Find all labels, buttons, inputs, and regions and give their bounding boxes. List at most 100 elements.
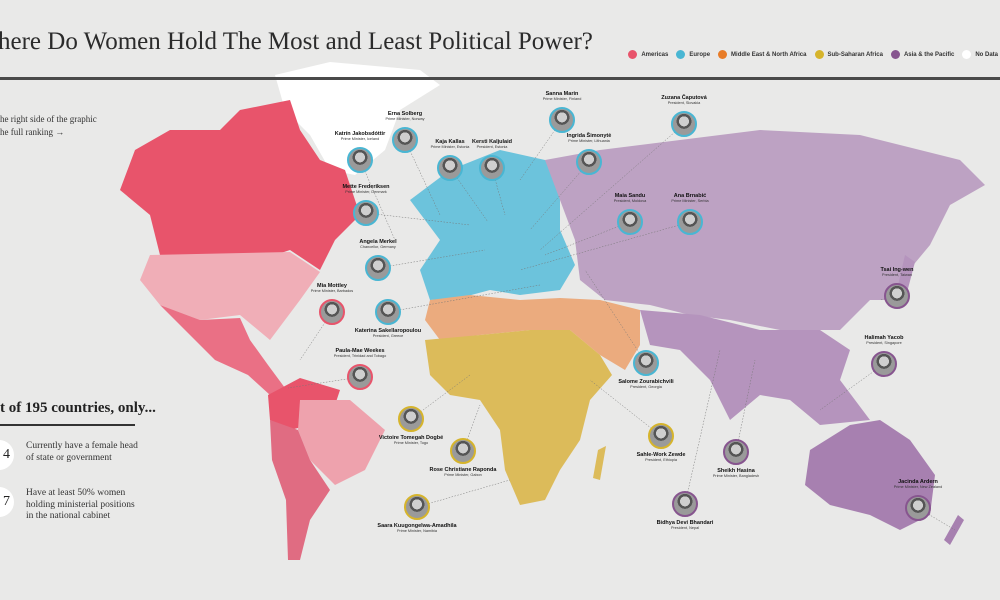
leader-name: Tsai Ing-wen: [880, 267, 914, 273]
stat-female-head: 4 Currently have a female head of state o…: [0, 440, 138, 470]
leader-label: Sahle-Work Zewde President, Ethiopia: [601, 452, 721, 462]
leader-label: Paula-Mae Weekes President, Trinidad and …: [300, 348, 420, 358]
leader-name: Sanna Marin: [545, 91, 579, 97]
stats-heading: t of 195 countries, only...: [0, 400, 156, 416]
leader-label: Saara Kuugongelwa-Amadhila Prime Minister…: [357, 523, 477, 533]
sub-saharan-africa: [425, 330, 612, 505]
leader-name: Paula-Mae Weekes: [335, 348, 385, 354]
leader-connector: [544, 221, 631, 256]
leader-connector: [684, 349, 721, 505]
leader-label: Zuzana Čaputová President, Slovakia: [624, 95, 744, 105]
leader-role: President, Ethiopia: [645, 458, 677, 462]
legend-swatch: [628, 50, 638, 59]
leader-label: Mette Frederiksen Prime Minister, Denmark: [306, 184, 426, 194]
leader-connector: [377, 249, 486, 269]
leader-portrait: [576, 149, 602, 175]
title-divider: [0, 77, 1000, 80]
leader-portrait: [723, 439, 749, 465]
leader-role: President, Greece: [372, 334, 404, 338]
leader-label: Ana Brnabić Prime Minister, Serbia: [630, 193, 750, 203]
leader-portrait: [319, 299, 345, 325]
page-title: here Do Women Hold The Most and Least Po…: [0, 28, 593, 55]
leader-portrait: [672, 491, 698, 517]
legend-item: Sub-Saharan Africa: [814, 50, 883, 59]
leader-name: Maia Sandu: [614, 193, 646, 199]
south-asia-se-asia: [640, 310, 870, 425]
madagascar: [593, 446, 606, 480]
legend-swatch: [814, 50, 824, 59]
leader-label: Katrín Jakobsdóttir Prime Minister, Icela…: [300, 131, 420, 141]
mena: [425, 295, 640, 370]
leader-portrait: [671, 111, 697, 137]
leader-name: Ana Brnabić: [673, 193, 707, 199]
leader-role: Prime Minister, Estonia: [430, 145, 470, 149]
legend-swatch: [676, 50, 686, 59]
leader-role: Prime Minister, Finland: [542, 97, 582, 101]
usa: [140, 252, 320, 340]
leader-connector: [735, 359, 756, 453]
leader-name: Sheikh Hasina: [717, 468, 755, 474]
legend-item: Middle East & North Africa: [718, 50, 807, 59]
leader-role: Prime Minister, New Zealand: [893, 485, 943, 489]
leader-name: Sahle-Work Zewde: [636, 452, 686, 458]
leader-name: Victoire Tomegah Dogbé: [378, 435, 444, 441]
leader-label: Katerina Sakellaropoulou President, Greec…: [328, 328, 448, 338]
leader-label: Mia Mottley Prime Minister, Barbados: [272, 283, 392, 293]
leader-portrait: [404, 494, 430, 520]
legend-swatch: [962, 50, 972, 59]
leader-connector: [462, 404, 481, 452]
leader-label: Maia Sandu President, Moldova: [570, 193, 690, 203]
south-america-south: [270, 420, 330, 560]
leader-role: Prime Minister, Lithuania: [568, 139, 610, 143]
leader-label: Bidhya Devi Bhandari President, Nepal: [625, 520, 745, 530]
leader-portrait: [365, 255, 391, 281]
leader-role: Prime Minister, Denmark: [345, 190, 387, 194]
leader-role: Prime Minister, Togo: [393, 441, 429, 445]
leader-role: Prime Minister, Bangladesh: [712, 474, 760, 478]
ranking-note: he right side of the graphic he full ran…: [0, 113, 97, 139]
stat-text: of state or government: [26, 452, 112, 463]
leader-name: Erna Solberg: [387, 111, 423, 117]
leader-label: Ingrida Šimonytė Prime Minister, Lithuani…: [529, 133, 649, 143]
leader-portrait: [398, 406, 424, 432]
leader-role: President, Trinidad and Tobago: [333, 354, 387, 358]
leader-role: President, Georgia: [630, 385, 662, 389]
leader-portrait: [617, 209, 643, 235]
legend-label: No Data: [975, 51, 998, 58]
leader-connector: [539, 123, 685, 251]
leader-portrait: [677, 209, 703, 235]
leader-name: Mette Frederiksen: [342, 184, 390, 190]
leader-portrait: [549, 107, 575, 133]
leader-name: Zuzana Čaputová: [661, 95, 707, 101]
stats-divider: [0, 424, 135, 426]
leader-label: Erna Solberg Prime Minister, Norway: [345, 111, 465, 121]
leader-connector: [584, 269, 647, 364]
leader-portrait: [479, 155, 505, 181]
leader-name: Mia Mottley: [317, 283, 347, 289]
leader-label: Sanna Marin Prime Minister, Finland: [502, 91, 622, 101]
leader-portrait: [905, 495, 931, 521]
note-line-2[interactable]: he full ranking →: [0, 127, 65, 137]
leader-role: President, Taiwan: [882, 273, 912, 277]
leader-portrait: [648, 423, 674, 449]
stat-text: holding ministerial positions: [26, 499, 135, 510]
leader-connector: [519, 221, 691, 271]
legend-label: Middle East & North Africa: [731, 51, 807, 58]
leader-name: Kaja Kallas: [435, 139, 465, 145]
leader-name: Bidhya Devi Bhandari: [656, 520, 714, 526]
note-line-1: he right side of the graphic: [0, 114, 97, 124]
leader-role: President, Moldova: [613, 199, 647, 203]
leader-name: Angela Merkel: [359, 239, 397, 245]
legend-label: Sub-Saharan Africa: [827, 51, 883, 58]
leader-connector: [491, 167, 506, 216]
legend-item: Americas: [628, 50, 668, 59]
canada: [120, 100, 360, 270]
leader-name: Ingrida Šimonytė: [566, 133, 612, 139]
leader-name: Jacinda Ardern: [898, 479, 938, 485]
legend-label: Asia & the Pacific: [903, 51, 955, 58]
leader-role: Prime Minister, Namibia: [396, 529, 438, 533]
australia: [805, 420, 935, 530]
leader-label: Kaja Kallas Prime Minister, Estonia: [390, 139, 510, 149]
leader-portrait: [450, 438, 476, 464]
